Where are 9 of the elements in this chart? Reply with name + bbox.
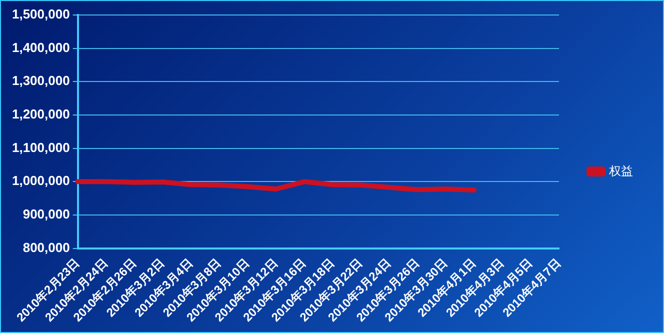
y-tick-label: 1,400,000: [12, 40, 70, 55]
y-tick-label: 1,000,000: [12, 173, 70, 188]
y-tick-label: 800,000: [22, 240, 70, 255]
y-tick-label: 1,300,000: [12, 73, 70, 88]
y-tick-label: 1,500,000: [12, 6, 70, 22]
y-tick-label: 900,000: [22, 206, 70, 222]
legend-label: 权益: [608, 164, 633, 178]
y-tick-label: 1,200,000: [12, 106, 70, 122]
y-tick-label: 1,100,000: [12, 140, 70, 155]
